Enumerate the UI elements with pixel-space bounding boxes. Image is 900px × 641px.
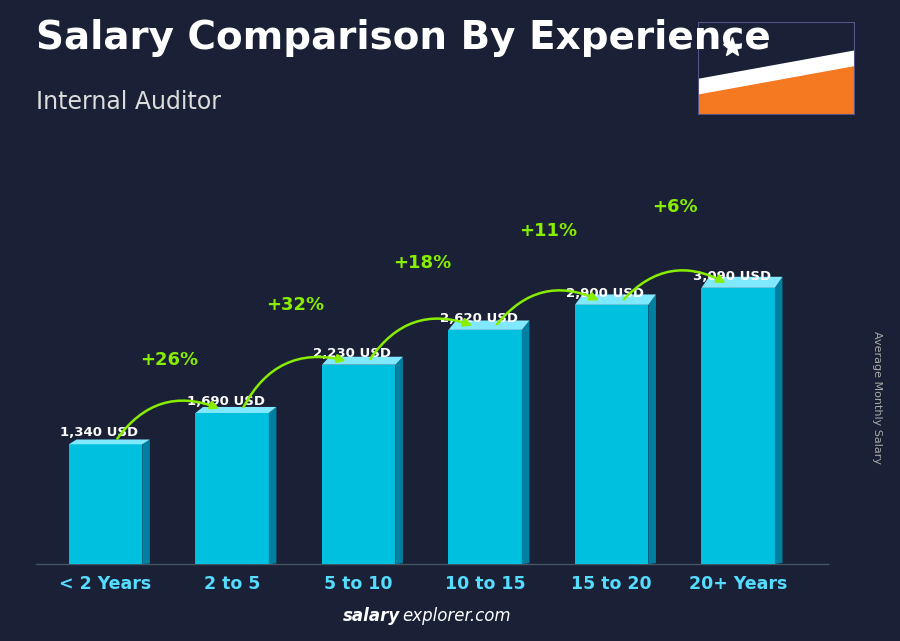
Polygon shape bbox=[648, 294, 656, 564]
Text: +6%: +6% bbox=[652, 199, 698, 217]
Polygon shape bbox=[269, 407, 276, 564]
Polygon shape bbox=[395, 357, 403, 564]
Polygon shape bbox=[195, 407, 276, 413]
Polygon shape bbox=[701, 277, 782, 288]
Text: +11%: +11% bbox=[519, 222, 578, 240]
Polygon shape bbox=[698, 51, 855, 94]
Text: explorer.com: explorer.com bbox=[402, 607, 511, 625]
Text: 2,620 USD: 2,620 USD bbox=[440, 312, 517, 325]
Text: +18%: +18% bbox=[392, 254, 451, 272]
Polygon shape bbox=[322, 365, 395, 564]
Polygon shape bbox=[701, 288, 775, 564]
Text: 1,690 USD: 1,690 USD bbox=[187, 395, 265, 408]
Polygon shape bbox=[575, 294, 656, 305]
Polygon shape bbox=[575, 305, 648, 564]
Text: salary: salary bbox=[343, 607, 400, 625]
Text: +32%: +32% bbox=[266, 296, 324, 313]
Text: Average Monthly Salary: Average Monthly Salary bbox=[872, 331, 883, 464]
Polygon shape bbox=[448, 320, 529, 330]
Text: 2,900 USD: 2,900 USD bbox=[566, 287, 644, 300]
Polygon shape bbox=[195, 413, 269, 564]
Polygon shape bbox=[69, 444, 142, 564]
Polygon shape bbox=[775, 277, 782, 564]
Polygon shape bbox=[698, 65, 855, 115]
Text: +26%: +26% bbox=[140, 351, 198, 369]
Polygon shape bbox=[322, 357, 403, 365]
Polygon shape bbox=[448, 330, 522, 564]
Text: 3,090 USD: 3,090 USD bbox=[693, 270, 771, 283]
Text: Salary Comparison By Experience: Salary Comparison By Experience bbox=[36, 19, 770, 57]
Polygon shape bbox=[142, 440, 150, 564]
Polygon shape bbox=[522, 320, 529, 564]
Text: Internal Auditor: Internal Auditor bbox=[36, 90, 221, 113]
Text: 1,340 USD: 1,340 USD bbox=[60, 426, 139, 439]
Polygon shape bbox=[69, 440, 150, 444]
Text: 2,230 USD: 2,230 USD bbox=[313, 347, 392, 360]
